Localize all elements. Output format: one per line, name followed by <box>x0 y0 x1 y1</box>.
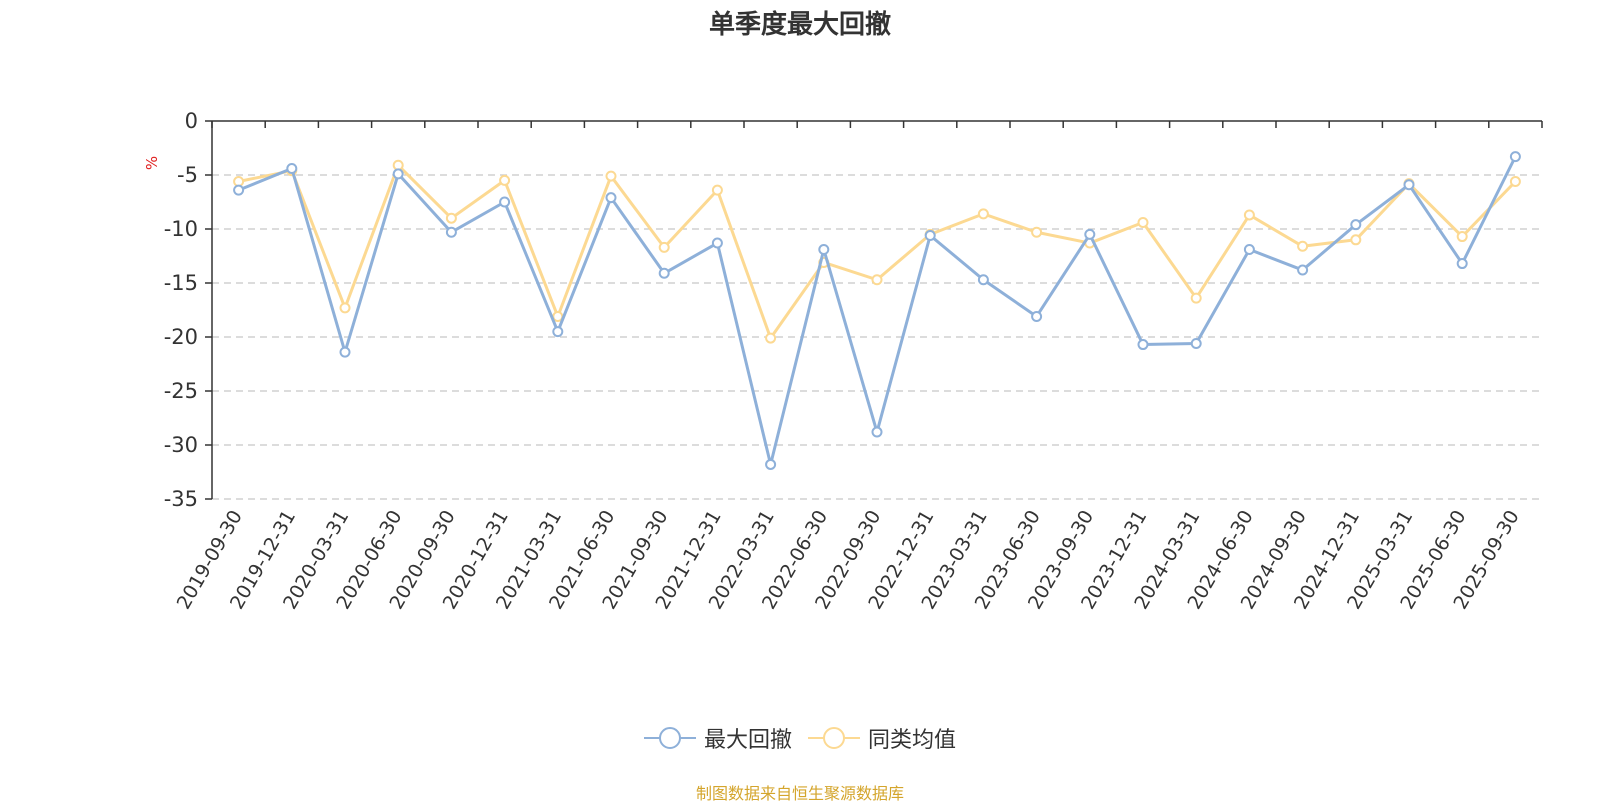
y-tick-label: -25 <box>164 379 198 403</box>
data-point <box>765 332 777 344</box>
axes <box>205 120 1543 500</box>
y-tick-label: -35 <box>164 487 198 511</box>
data-point <box>711 237 723 249</box>
data-point <box>499 174 511 186</box>
data-point <box>1456 231 1468 243</box>
y-tick-label: 0 <box>185 109 198 133</box>
data-point <box>1350 219 1362 231</box>
legend-marker-icon <box>643 727 696 749</box>
data-point <box>445 226 457 238</box>
chart-title: 单季度最大回撤 <box>708 10 891 40</box>
data-point <box>339 302 351 314</box>
data-point <box>1190 337 1202 349</box>
data-point <box>1350 234 1362 246</box>
data-point <box>286 163 298 175</box>
line-chart: 0-5-10-15-20-25-30-35%2019-09-302019-12-… <box>143 109 1543 613</box>
data-point <box>1243 209 1255 221</box>
data-point <box>977 208 989 220</box>
data-point <box>392 168 404 180</box>
axis-labels: 0-5-10-15-20-25-30-35%2019-09-302019-12-… <box>143 109 1524 613</box>
data-point <box>1297 240 1309 252</box>
y-tick-label: -5 <box>177 163 198 187</box>
legend-label: 最大回撤 <box>703 728 792 753</box>
data-point <box>977 274 989 286</box>
legend-item[interactable]: 最大回撤 <box>643 722 792 754</box>
series-line-0 <box>238 155 1517 466</box>
data-point <box>871 274 883 286</box>
source-note: 制图数据来自恒生聚源数据库 <box>695 784 904 803</box>
data-point <box>658 241 670 253</box>
y-tick-label: -10 <box>164 217 198 241</box>
data-point <box>1137 217 1149 229</box>
y-tick-label: -15 <box>164 271 198 295</box>
data-point <box>1509 175 1521 187</box>
data-point <box>1031 226 1043 238</box>
data-point <box>658 267 670 279</box>
data-point <box>1403 179 1415 191</box>
data-point <box>605 170 617 182</box>
legend: 最大回撤 同类均值 <box>0 722 1600 757</box>
series-lines <box>233 151 1521 470</box>
data-point <box>339 346 351 358</box>
data-point <box>1297 264 1309 276</box>
data-point <box>1243 244 1255 256</box>
data-point <box>552 326 564 338</box>
data-point <box>818 244 830 256</box>
grid-lines <box>212 174 1542 500</box>
data-point <box>871 426 883 438</box>
y-axis-label: % <box>143 156 161 170</box>
data-point <box>1084 228 1096 240</box>
data-point <box>499 196 511 208</box>
y-tick-label: -30 <box>164 433 198 457</box>
data-point <box>1509 151 1521 163</box>
data-point <box>924 229 936 241</box>
data-point <box>233 184 245 196</box>
legend-marker-icon <box>808 727 860 749</box>
legend-item[interactable]: 同类均值 <box>808 722 956 754</box>
data-point <box>711 184 723 196</box>
y-tick-label: -20 <box>164 325 198 349</box>
data-point <box>1190 292 1202 304</box>
data-point <box>1456 258 1468 270</box>
data-point <box>605 192 617 204</box>
data-point <box>765 458 777 470</box>
data-point <box>1137 339 1149 351</box>
data-point <box>1031 310 1043 322</box>
data-point <box>445 212 457 224</box>
legend-label: 同类均值 <box>868 728 957 753</box>
